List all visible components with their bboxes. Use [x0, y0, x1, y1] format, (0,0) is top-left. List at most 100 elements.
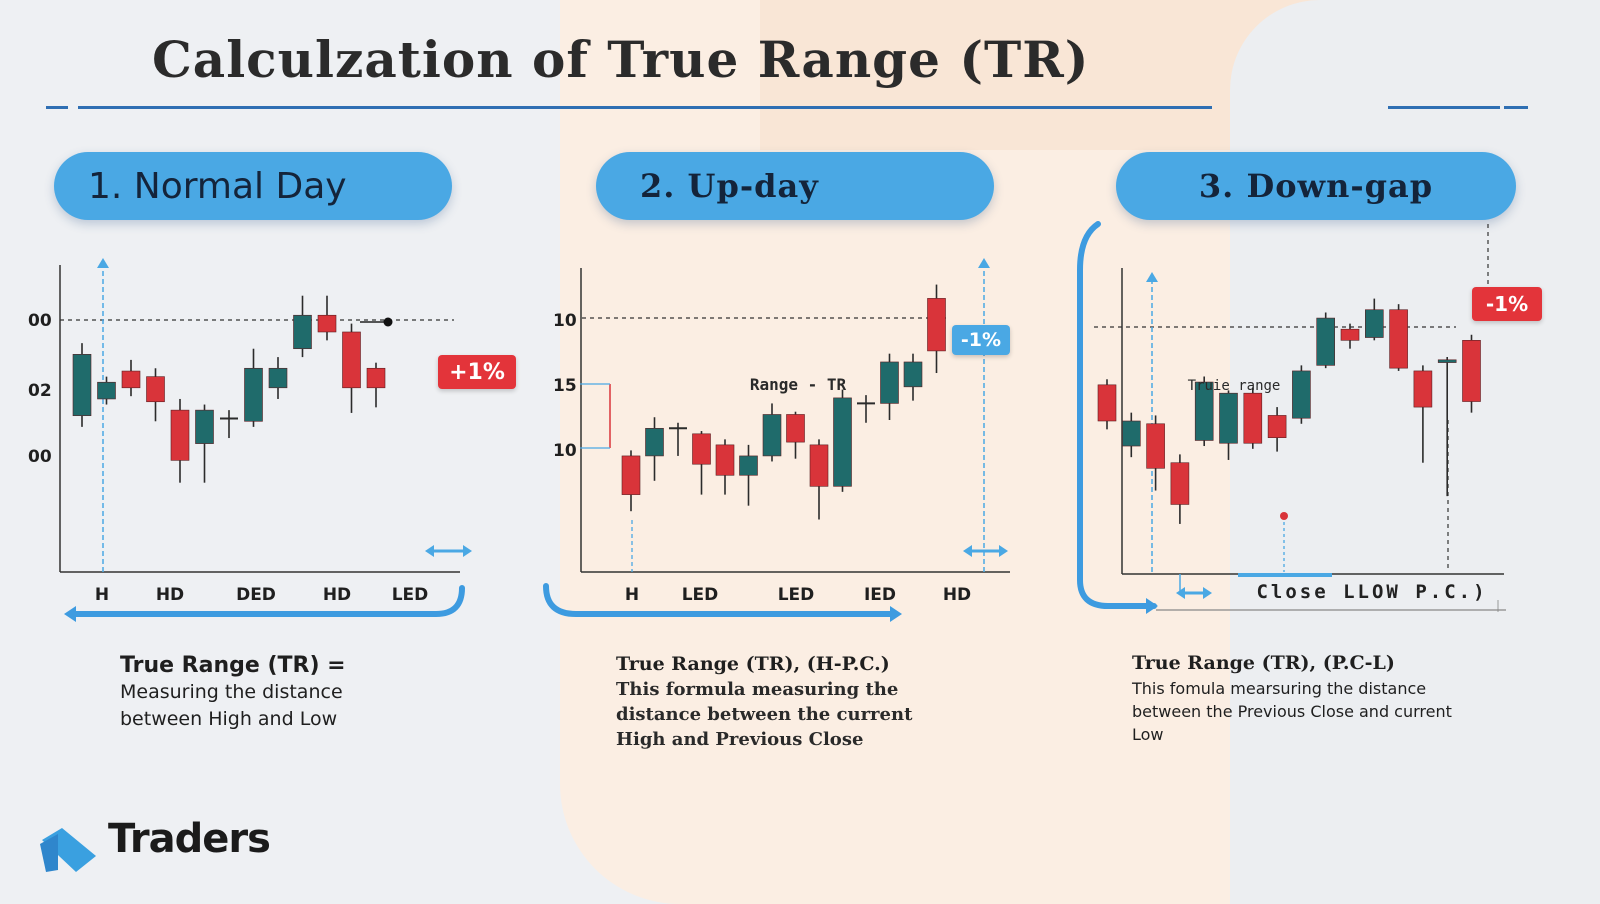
panel-3-candle-6-body: [1219, 392, 1238, 444]
panel-1-desc-line-2: between High and Low: [120, 708, 338, 730]
labels-layer: 00 02 00 H HD DED HD LED 10 15 10 H LED LED IED HD Range…: [28, 311, 1487, 605]
panel-2-desc-title: True Range (TR), (H-P.C.): [616, 653, 890, 675]
panel-3-bracket: [1077, 221, 1157, 609]
panel-2-x-tick-4: IED: [864, 585, 896, 605]
panel-1-candle-8-body: [244, 367, 263, 422]
panel-1-badge: +1%: [438, 355, 516, 389]
panel-2-candle-10-body: [833, 397, 852, 487]
panel-3-candle-8-body: [1267, 415, 1287, 438]
panel-1-candle-6-body: [195, 409, 214, 444]
panel-3-range-arrow-head: [1146, 272, 1158, 282]
panel-3-heading-label: 3. Down-gap: [1198, 167, 1434, 205]
panel-1-candle-3-body: [121, 370, 141, 389]
panel-1-y-tick-3: 00: [28, 447, 52, 467]
panel-3-candle-4-body: [1170, 462, 1190, 505]
panel-3-desc-title: True Range (TR), (P.C-L): [1132, 652, 1395, 674]
panel-3-candle-13-body: [1389, 309, 1408, 369]
panel-1-candle-2-body: [97, 381, 116, 400]
panel-3-badge: -1%: [1472, 287, 1542, 321]
panel-3-candle-5-body: [1194, 381, 1214, 441]
panel-1-width-arrow-left: [425, 545, 434, 557]
panel-3-width-arrow-right: [1203, 587, 1212, 599]
panel-3-candle-1-body: [1097, 384, 1117, 422]
panel-2-bracket-arrow: [890, 606, 902, 622]
panel-2-candle-8-body: [786, 414, 805, 443]
panel-2-y-tick-3: 10: [553, 441, 577, 461]
panel-3-candle-12-body: [1365, 309, 1384, 338]
title-rule-end: [1504, 106, 1528, 109]
page-title: Calculzation of True Range (TR): [152, 30, 1090, 89]
panel-1-bracket-arrow: [64, 606, 76, 622]
panel-1-x-tick-2: HD: [156, 585, 184, 605]
panel-1-x-tick-3: DED: [236, 585, 276, 605]
panel-3-candle-15-body: [1437, 359, 1457, 363]
background-right-band: [1230, 0, 1600, 904]
panel-2-x-tick-3: LED: [778, 585, 815, 605]
panel-2-candle-1-body: [621, 455, 641, 495]
panel-1-x-tick-4: HD: [323, 585, 351, 605]
panel-1-desc-line-1: Measuring the distance: [120, 681, 343, 703]
panel-1-candle-11-body: [317, 314, 337, 333]
panel-2-width-arrow-right: [999, 545, 1008, 557]
brand-name: Traders: [108, 816, 271, 862]
panel-2-candle-14-body: [927, 298, 946, 352]
panel-2-heading: 2. Up-day: [596, 152, 994, 220]
panel-1-candle-1-body: [72, 354, 92, 417]
panel-3-candle-16-body: [1462, 340, 1481, 402]
panel-1-candle-4-body: [146, 376, 165, 403]
panel-1-desc-title: True Range (TR) =: [120, 653, 346, 678]
panel-2-candle-9-body: [809, 444, 829, 487]
panel-3-annotation: Truie range: [1188, 378, 1281, 394]
panel-2-description: True Range (TR), (H-P.C.) This formula m…: [616, 652, 912, 752]
panel-1-y-tick-1: 00: [28, 311, 52, 331]
panel-3-bracket-arrow: [1146, 598, 1158, 614]
panel-3-mid-dot: [1280, 512, 1288, 520]
panel-1-x-tick-5: LED: [392, 585, 429, 605]
panel-2-heading-label: 2. Up-day: [640, 167, 819, 205]
panel-2-badge: -1%: [952, 325, 1010, 355]
panel-2-x-tick-5: HD: [943, 585, 971, 605]
panel-2-candle-4-body: [692, 433, 711, 465]
panel-2-desc-line-2: distance between the current: [616, 704, 913, 725]
panel-1-x-tick-1: H: [95, 585, 109, 605]
panel-3-description: True Range (TR), (P.C-L) This fomula mea…: [1132, 650, 1452, 746]
panel-2-y-tick-1: 10: [553, 311, 577, 331]
panel-1-marker-dot: [383, 317, 393, 327]
panel-2-y-tick-2: 15: [553, 376, 577, 396]
panel-2-bracket: [543, 583, 899, 617]
panel-1-bracket: [67, 585, 465, 617]
panel-3-x-caption: Close LLOW P.C.): [1256, 581, 1487, 603]
traders-logo-icon: [40, 828, 96, 872]
panel-1-candle-12-body: [342, 331, 361, 389]
panel-2-range-arrow-head: [978, 258, 990, 268]
title-rule: [78, 106, 1212, 109]
panel-2-candle-2-body: [645, 427, 664, 457]
panel-1-candle-9-body: [268, 367, 288, 389]
panel-3-candle-3-body: [1146, 423, 1165, 469]
background-peach-band: [560, 0, 1250, 904]
panel-1-range-arrow-head: [97, 258, 109, 268]
panel-3-candle-10-body: [1316, 317, 1335, 366]
panel-1-heading: 1. Normal Day: [54, 152, 452, 220]
panel-1-y-tick-2: 02: [28, 381, 52, 401]
panel-3-candle-2-body: [1122, 420, 1141, 447]
panel-3-heading: 3. Down-gap: [1116, 152, 1516, 220]
panel-3-desc-line-2: between the Previous Close and current: [1132, 702, 1452, 721]
panel-2-desc-line-3: High and Previous Close: [616, 729, 864, 750]
panel-2-candle-5-body: [715, 444, 735, 476]
candles-layer: [72, 284, 1481, 524]
panel-2-width-arrow-left: [963, 545, 972, 557]
title-rule-right: [1388, 106, 1500, 109]
panel-1-width-arrow-right: [463, 545, 472, 557]
panel-2-candle-13-body: [903, 361, 923, 388]
chart-frames: [59, 221, 1506, 622]
panel-3-candle-9-body: [1292, 370, 1311, 419]
panel-3-candle-11-body: [1340, 328, 1360, 341]
panel-3-candle-7-body: [1243, 392, 1263, 444]
panel-2-candle-7-body: [762, 414, 782, 457]
panel-2-candle-12-body: [880, 361, 899, 404]
panel-3-candle-14-body: [1413, 370, 1433, 408]
panel-2-annotation: Range - TR: [750, 375, 847, 394]
panel-2-x-tick-2: LED: [682, 585, 719, 605]
